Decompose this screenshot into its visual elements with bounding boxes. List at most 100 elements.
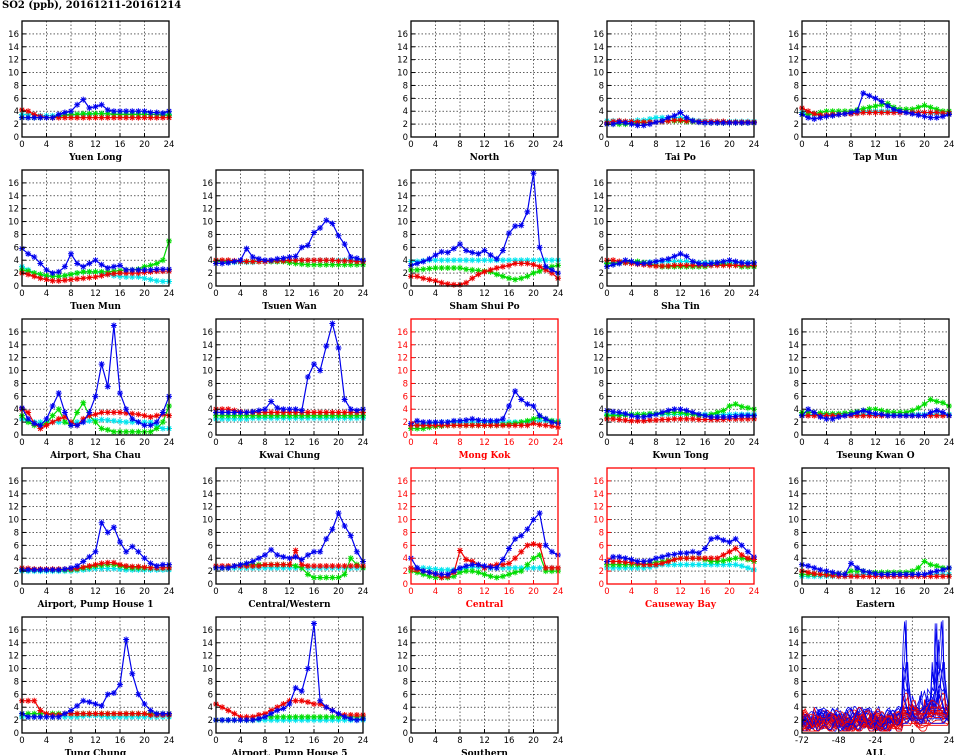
point-green-airport-sha-chau-7 — [61, 419, 68, 426]
point-red-eastern-9 — [854, 573, 861, 580]
point-green-sham-shui-po-7 — [450, 264, 457, 271]
point-cyan-central-18 — [518, 564, 525, 571]
point-cyan-sham-shui-po-20 — [530, 257, 537, 264]
point-blue-tsuen-wan-1 — [219, 260, 226, 267]
point-red-kwun-tong-8 — [653, 417, 659, 424]
point-blue-central-15 — [499, 556, 506, 563]
point-green-tuen-mun-10 — [80, 268, 87, 275]
x-tick-label-tuen-mun: 4 — [44, 289, 49, 299]
point-blue-tsuen-wan-17 — [317, 225, 324, 231]
point-green-tap-mun-1 — [805, 111, 812, 118]
point-blue-sha-tin-22 — [738, 259, 745, 266]
point-red-central-19 — [524, 542, 531, 549]
point-cyan-sha-tin-11 — [671, 258, 678, 265]
point-blue-tsuen-wan-20 — [335, 232, 342, 239]
point-green-yuen-long-10 — [80, 110, 87, 117]
y-tick-label-tuen-mun: 8 — [14, 230, 19, 240]
page-title: SO2 (ppb), 20161211-20161214 — [2, 0, 182, 11]
chart-title-tsuen-wan: Tsuen Wan — [262, 302, 317, 312]
point-cyan-airport-sha-chau-20 — [141, 419, 148, 426]
x-tick-label-tai-po: 12 — [675, 140, 686, 150]
point-blue-sham-shui-po-12 — [481, 247, 488, 254]
point-red-airport-pump-house-5-3 — [231, 710, 238, 717]
point-red-eastern-11 — [866, 573, 873, 580]
point-green-kwai-chung-2 — [225, 412, 232, 419]
y-tick-label-airport-pump-house-5: 16 — [202, 626, 213, 636]
point-blue-kwun-tong-3 — [622, 410, 629, 417]
y-tick-label-kwai-chung: 16 — [202, 328, 213, 338]
point-blue-central-western-5 — [243, 560, 250, 567]
point-blue-tseung-kwan-o-23 — [939, 409, 946, 416]
point-blue-tseung-kwan-o-20 — [921, 412, 928, 419]
point-blue-yuen-long-8 — [68, 108, 74, 115]
point-green-kwai-chung-7 — [255, 412, 262, 419]
point-green-mong-kok-19 — [524, 417, 531, 424]
point-blue-tsuen-wan-8 — [262, 257, 268, 264]
y-tick-label-central-western: 0 — [208, 580, 213, 590]
y-tick-label-mong-kok: 14 — [397, 341, 408, 351]
point-blue-central-8 — [457, 564, 463, 571]
y-tick-label-central-western: 6 — [208, 541, 213, 551]
x-tick-label-tuen-mun: 16 — [115, 289, 126, 299]
point-red-causeway-bay-13 — [683, 555, 690, 562]
point-cyan-causeway-bay-11 — [671, 561, 678, 568]
point-green-mong-kok-18 — [518, 419, 525, 426]
point-cyan-tung-chung-17 — [123, 713, 130, 720]
point-blue-mong-kok-7 — [450, 417, 457, 424]
point-cyan-airport-pump-house-5-12 — [286, 717, 293, 724]
x-tick-label-tap-mun: 16 — [895, 140, 906, 150]
point-red-sham-shui-po-19 — [524, 260, 531, 267]
point-blue-mong-kok-23 — [548, 419, 555, 426]
point-cyan-tuen-mun-17 — [123, 273, 130, 280]
y-tick-label-causeway-bay: 8 — [599, 528, 604, 538]
point-red-tsuen-wan-6 — [249, 258, 256, 265]
point-blue-tai-po-5 — [634, 122, 641, 129]
point-green-tsuen-wan-21 — [341, 261, 348, 268]
point-red-eastern-8 — [848, 573, 854, 580]
point-blue-kwai-chung-17 — [317, 367, 324, 374]
x-tick-label-central: 0 — [408, 587, 413, 597]
x-tick-label-tap-mun: 8 — [848, 140, 853, 150]
y-tick-label-sha-tin: 0 — [599, 282, 604, 292]
point-red-sham-shui-po-5 — [438, 279, 445, 286]
y-tick-label-causeway-bay: 12 — [593, 503, 604, 513]
point-red-causeway-bay-20 — [726, 548, 733, 555]
x-tick-label-all: -48 — [832, 736, 846, 746]
x-tick-label-airport-sha-chau: 0 — [19, 438, 24, 448]
x-tick-label-mong-kok: 16 — [504, 438, 515, 448]
point-red-tung-chung-3 — [37, 707, 44, 714]
point-blue-mong-kok-13 — [487, 417, 494, 424]
x-tick-label-north: 4 — [433, 140, 438, 150]
point-red-airport-pump-house-1-16 — [117, 561, 123, 568]
point-red-airport-pump-house-5-2 — [225, 707, 232, 714]
x-tick-label-tuen-mun: 12 — [90, 289, 101, 299]
point-green-sham-shui-po-10 — [469, 266, 476, 273]
point-red-airport-pump-house-5-7 — [255, 711, 262, 718]
point-blue-tseung-kwan-o-6 — [835, 413, 842, 420]
point-blue-central-23 — [548, 548, 555, 555]
y-tick-label-airport-pump-house-5: 14 — [202, 639, 213, 649]
point-blue-central-western-10 — [274, 552, 281, 558]
point-red-airport-pump-house-1-20 — [141, 564, 148, 571]
point-red-tap-mun-2 — [811, 110, 818, 117]
point-red-mong-kok-23 — [548, 422, 555, 429]
x-tick-label-causeway-bay: 4 — [629, 587, 634, 597]
y-tick-label-tsuen-wan: 14 — [202, 192, 213, 202]
y-tick-label-tseung-kwan-o: 16 — [788, 328, 799, 338]
point-blue-tap-mun-7 — [841, 110, 848, 117]
point-cyan-tung-chung-8 — [68, 713, 74, 720]
y-tick-label-tap-mun: 6 — [794, 94, 799, 104]
x-tick-label-tseung-kwan-o: 4 — [824, 438, 829, 448]
point-red-airport-pump-house-1-21 — [147, 564, 154, 571]
point-cyan-airport-pump-house-5-15 — [304, 717, 311, 724]
y-tick-label-sham-shui-po: 2 — [403, 269, 408, 279]
point-blue-tung-chung-10 — [80, 697, 87, 704]
point-cyan-sham-shui-po-5 — [438, 257, 445, 264]
point-red-tung-chung-2 — [31, 697, 38, 704]
point-red-airport-pump-house-1-15 — [110, 559, 117, 566]
point-red-yuen-long-21 — [147, 114, 154, 121]
x-tick-label-tai-po: 4 — [629, 140, 634, 150]
x-tick-label-north: 0 — [408, 140, 413, 150]
